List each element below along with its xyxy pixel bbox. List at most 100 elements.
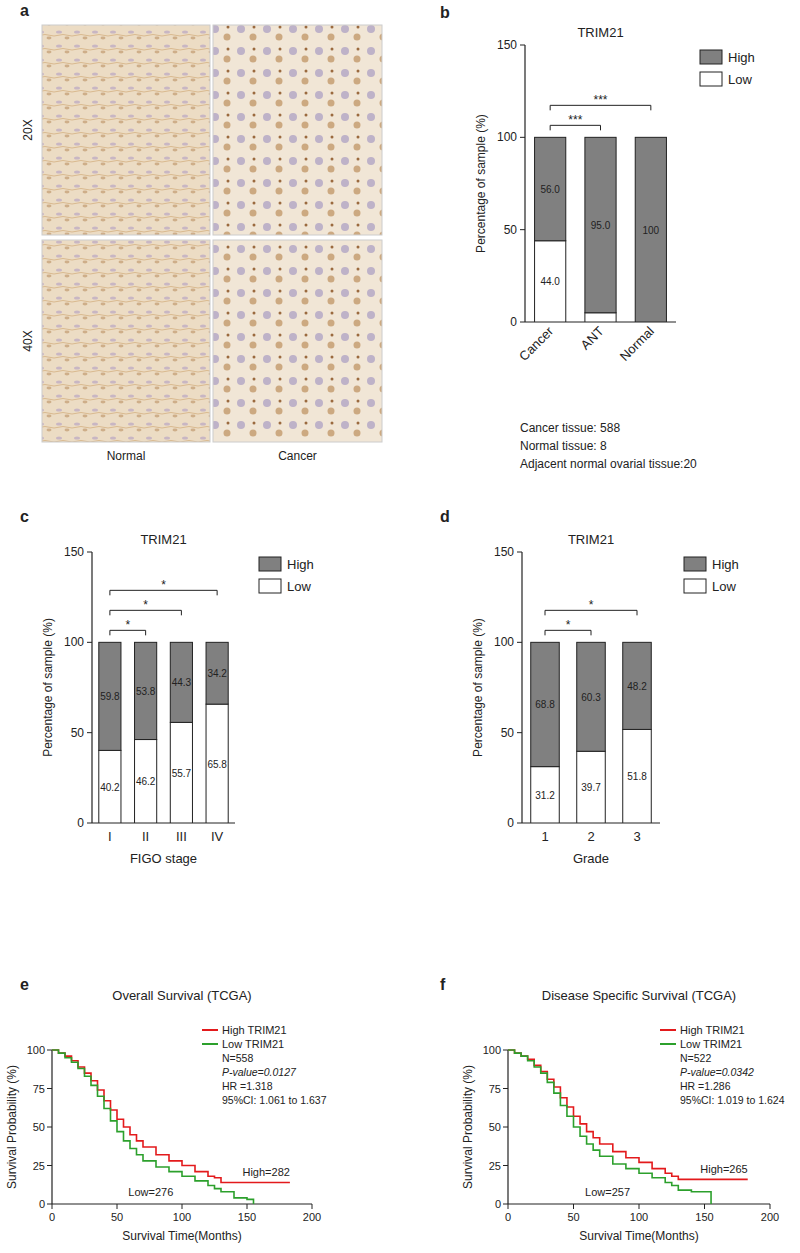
y-tick-label: 0 xyxy=(77,816,84,830)
row-label: 20X xyxy=(21,119,35,140)
x-tick-label: Cancer xyxy=(516,323,557,364)
significance-label: *** xyxy=(568,113,582,127)
x-tick xyxy=(247,1204,248,1209)
y-axis-label: Percentage of sample (%) xyxy=(471,618,485,757)
legend-swatch xyxy=(700,72,722,86)
bar-segment xyxy=(99,750,121,823)
y-tick xyxy=(47,1127,52,1128)
statistic: P-value=0.0127 xyxy=(222,1066,297,1078)
legend-label: Low TRIM21 xyxy=(680,1038,742,1050)
x-tick-label: 100 xyxy=(173,1211,191,1223)
x-tick-label: 100 xyxy=(630,1211,648,1223)
data-label: 65.8 xyxy=(207,759,227,770)
y-tick xyxy=(520,229,525,230)
legend-swatch xyxy=(684,579,706,593)
legend-label: Low xyxy=(728,72,752,87)
x-tick xyxy=(639,1204,640,1209)
legend-label: High TRIM21 xyxy=(680,1024,745,1036)
panel-b: bTRIM21050100150Percentage of sample (%)… xyxy=(440,4,755,471)
bar-segment xyxy=(170,642,192,722)
bars xyxy=(535,137,667,322)
legend-label: High TRIM21 xyxy=(222,1024,287,1036)
y-tick-label: 25 xyxy=(33,1160,45,1172)
x-axis-label: Grade xyxy=(573,851,609,866)
x-axis-label: FIGO stage xyxy=(130,851,197,866)
legend-swatch xyxy=(700,50,722,64)
y-tick xyxy=(520,322,525,323)
x-tick xyxy=(52,1204,53,1209)
x-tick-label: 150 xyxy=(238,1211,256,1223)
data-label: 56.0 xyxy=(540,184,560,195)
y-tick-label: 100 xyxy=(483,1044,501,1056)
y-axis-label: Survival Probability (%) xyxy=(461,1065,475,1189)
bar-segment xyxy=(585,137,616,312)
bar-segment xyxy=(635,137,666,322)
y-tick-label: 0 xyxy=(495,1198,501,1210)
x-tick-label: 2 xyxy=(587,829,594,844)
y-tick-label: 25 xyxy=(489,1160,501,1172)
bar-segment xyxy=(531,767,560,823)
y-tick-label: 150 xyxy=(64,545,84,559)
panel-letter: b xyxy=(440,4,450,21)
y-axis xyxy=(91,552,92,823)
significance-label: * xyxy=(125,618,130,632)
y-tick xyxy=(503,1204,508,1205)
data-label: 60.3 xyxy=(581,692,601,703)
y-tick-label: 50 xyxy=(71,726,85,740)
bar-segment xyxy=(99,642,121,750)
y-tick xyxy=(517,642,522,643)
panel-e: eOverall Survival (TCGA)0255075100050100… xyxy=(5,976,327,1243)
y-tick-label: 75 xyxy=(33,1083,45,1095)
x-tick xyxy=(117,1204,118,1209)
y-tick-label: 150 xyxy=(494,545,514,559)
y-axis xyxy=(524,45,525,322)
data-labels: 40.259.846.253.855.744.365.834.2 xyxy=(100,668,227,792)
statistic: N=522 xyxy=(680,1052,711,1064)
micrograph xyxy=(213,25,382,235)
y-tick-label: 100 xyxy=(494,635,514,649)
bar-segment xyxy=(623,642,652,729)
x-tick-label: I xyxy=(108,829,112,844)
x-tick-label: IV xyxy=(211,829,224,844)
data-label: 100 xyxy=(642,225,659,236)
note: Cancer tissue: 588 xyxy=(520,421,620,435)
panel-letter: d xyxy=(440,508,450,525)
x-tick xyxy=(573,1204,574,1209)
bar-segment xyxy=(535,241,566,322)
y-tick-label: 50 xyxy=(489,1121,501,1133)
x-tick-label: Normal xyxy=(617,323,657,363)
y-tick-label: 0 xyxy=(39,1198,45,1210)
panel-letter: c xyxy=(20,508,29,525)
group-size: High=265 xyxy=(700,1163,747,1175)
significance-label: *** xyxy=(593,93,607,107)
y-tick xyxy=(87,552,92,553)
bar-segment xyxy=(623,729,652,823)
legend-line xyxy=(660,1043,676,1045)
chart-title: Overall Survival (TCGA) xyxy=(112,988,251,1003)
statistic: N=558 xyxy=(222,1052,253,1064)
bar-segment xyxy=(135,740,157,823)
bar-segment xyxy=(585,313,616,322)
x-tick-label: 200 xyxy=(303,1211,321,1223)
x-tick-label: 3 xyxy=(633,829,640,844)
legend-line xyxy=(202,1029,218,1031)
legend-label: Low xyxy=(287,579,311,594)
data-label: 59.8 xyxy=(100,691,120,702)
x-tick-label: ANT xyxy=(578,323,607,352)
micrograph xyxy=(42,25,210,235)
y-tick xyxy=(520,137,525,138)
y-tick xyxy=(517,823,522,824)
legend-line xyxy=(660,1029,676,1031)
x-axis-label: Survival Time(Months) xyxy=(579,1229,698,1243)
row-label: 40X xyxy=(21,330,35,351)
x-axis-label: Survival Time(Months) xyxy=(122,1229,241,1243)
data-label: 31.2 xyxy=(535,790,555,801)
y-tick-label: 100 xyxy=(497,130,517,144)
chart-title: Disease Specific Survival (TCGA) xyxy=(542,988,736,1003)
y-tick xyxy=(47,1050,52,1051)
x-tick xyxy=(508,1204,509,1209)
y-axis xyxy=(521,552,522,823)
data-label: 46.2 xyxy=(136,776,156,787)
y-axis-label: Percentage of sample (%) xyxy=(41,618,55,757)
data-label: 53.8 xyxy=(136,686,156,697)
